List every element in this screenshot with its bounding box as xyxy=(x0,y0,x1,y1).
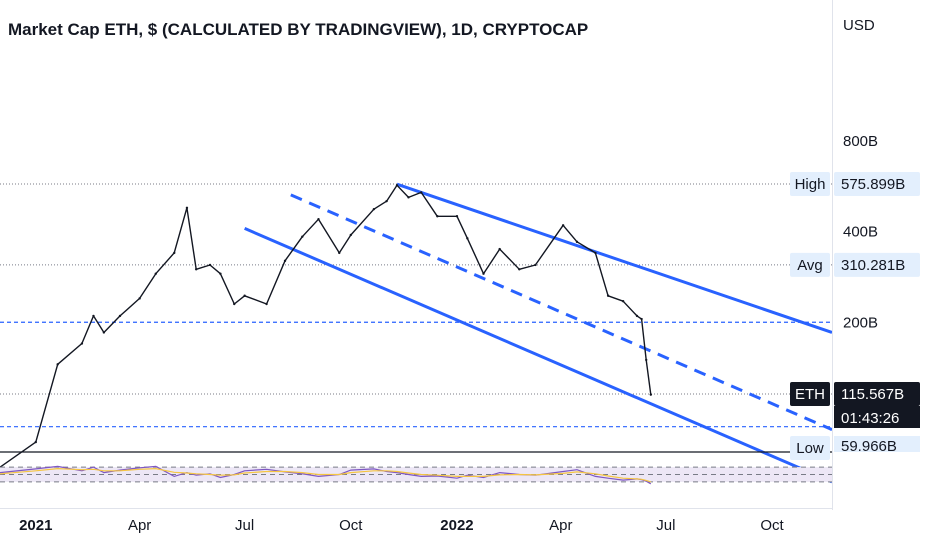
price-point xyxy=(138,297,141,300)
level-name-badge xyxy=(790,252,830,277)
price-point xyxy=(645,358,648,362)
channel-trendline xyxy=(290,193,833,432)
price-point xyxy=(606,294,610,297)
price-point xyxy=(233,302,236,306)
price-line xyxy=(0,184,652,468)
price-point xyxy=(185,206,189,210)
price-point xyxy=(372,207,376,211)
price-point xyxy=(56,363,59,366)
x-tick-label: Jul xyxy=(235,517,254,534)
countdown-text: 01:43:26 xyxy=(841,410,899,427)
price-point xyxy=(219,272,222,275)
price-point xyxy=(173,251,176,255)
trendlines xyxy=(244,182,833,484)
price-point xyxy=(621,300,625,303)
x-tick-label: Apr xyxy=(549,517,572,534)
price-point xyxy=(34,440,37,444)
channel-trendline xyxy=(244,227,833,484)
level-labels: High 575.899B Avg 310.281B ETH 115.567B 01:43:… xyxy=(790,172,920,460)
time-axis-border xyxy=(0,508,832,509)
rsi-line xyxy=(0,465,652,485)
price-point xyxy=(518,268,521,271)
x-tick-label: Oct xyxy=(760,517,784,534)
rsi-ma-line xyxy=(0,467,651,483)
level-name-badge xyxy=(790,172,830,196)
price-point xyxy=(243,294,246,297)
channel-trendline xyxy=(396,182,833,334)
price-point xyxy=(194,268,198,271)
level-name: ETH xyxy=(795,386,825,403)
x-axis-ticks: 2021 Apr Jul Oct 2022 Apr Jul Oct xyxy=(19,517,784,534)
level-name: Low xyxy=(796,440,824,457)
price-point xyxy=(385,199,388,203)
level-name-badge xyxy=(790,436,830,460)
price-point xyxy=(635,314,639,318)
countdown-badge xyxy=(834,406,920,428)
level-value-badge xyxy=(834,436,920,452)
price-point xyxy=(102,331,106,334)
level-name: Avg xyxy=(797,257,823,274)
level-value-badge xyxy=(834,382,920,406)
level-name: High xyxy=(795,176,826,193)
price-point xyxy=(534,263,537,267)
price-point xyxy=(338,251,341,255)
level-value: 115.567B xyxy=(841,386,904,403)
price-point xyxy=(436,215,439,218)
price-point xyxy=(317,217,320,221)
x-tick-label: Jul xyxy=(656,517,675,534)
price-point xyxy=(118,314,122,318)
price-point xyxy=(482,272,485,275)
price-point xyxy=(92,314,95,318)
x-tick-label: 2021 xyxy=(19,517,52,534)
price-point xyxy=(154,272,157,275)
level-value: 575.899B xyxy=(841,176,905,193)
horizontal-levels xyxy=(0,183,832,481)
price-point xyxy=(208,263,212,267)
level-value: 310.281B xyxy=(841,257,905,274)
y-tick-label: 800B xyxy=(843,133,878,150)
price-point xyxy=(455,215,459,218)
price-point xyxy=(283,259,287,263)
price-point xyxy=(80,342,84,345)
x-tick-label: 2022 xyxy=(440,517,473,534)
y-tick-label: 200B xyxy=(843,314,878,331)
price-axis-border xyxy=(832,0,833,510)
price-point xyxy=(265,302,268,306)
chart-title: Market Cap ETH, $ (CALCULATED BY TRADING… xyxy=(8,20,589,39)
price-point xyxy=(301,235,304,238)
price-point xyxy=(395,184,399,187)
currency-label: USD xyxy=(843,17,875,34)
price-point xyxy=(575,240,579,244)
level-value: 59.966B xyxy=(841,438,897,455)
price-point xyxy=(640,317,643,321)
price-series xyxy=(0,184,653,469)
y-tick-label: 400B xyxy=(843,224,878,241)
price-point xyxy=(419,191,423,194)
x-tick-label: Oct xyxy=(339,517,363,534)
price-point xyxy=(407,196,410,199)
price-point xyxy=(466,237,469,240)
price-point xyxy=(649,393,653,396)
price-point xyxy=(498,247,501,251)
x-tick-label: Apr xyxy=(128,517,151,534)
rsi-pane xyxy=(0,451,832,485)
price-point xyxy=(349,233,353,237)
level-value-badge xyxy=(834,172,920,196)
level-name-badge xyxy=(790,382,830,406)
price-point xyxy=(561,224,565,227)
level-value-badge xyxy=(834,252,920,277)
price-point xyxy=(594,251,597,255)
